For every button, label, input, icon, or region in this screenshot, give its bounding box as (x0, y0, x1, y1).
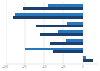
Bar (13, 16, 82, 19)
Bar (36, 24, 82, 27)
Bar (53, 50, 82, 53)
Bar (50, 42, 82, 45)
Bar (23, 7, 82, 10)
Bar (58, 30, 82, 33)
Bar (48, 4, 82, 7)
Bar (25, 48, 82, 50)
Bar (40, 33, 82, 36)
Bar (82, 59, 93, 62)
Bar (15, 13, 82, 16)
Bar (66, 39, 82, 42)
Bar (67, 22, 82, 24)
Bar (82, 56, 86, 59)
